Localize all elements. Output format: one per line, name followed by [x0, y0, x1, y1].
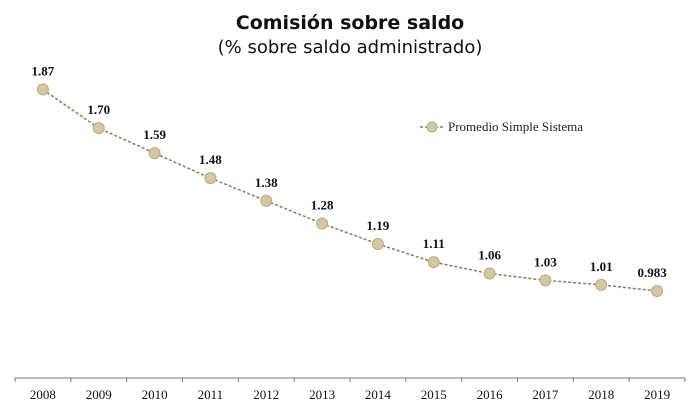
data-point: [539, 274, 552, 287]
series-line: [42, 88, 658, 292]
legend-label: Promedio Simple Sistema: [448, 119, 583, 134]
data-point: [204, 172, 217, 185]
data-label: 1.28: [311, 198, 334, 213]
x-tick-label: 2016: [477, 387, 504, 402]
x-tick-label: 2017: [532, 387, 559, 402]
chart-subtitle: (% sobre saldo administrado): [217, 37, 483, 58]
data-point: [427, 256, 440, 269]
data-label: 1.38: [255, 175, 278, 190]
x-tick-label: 2010: [142, 387, 168, 402]
data-point: [36, 83, 49, 96]
x-tick-label: 2019: [644, 387, 670, 402]
data-label: 0.983: [637, 265, 667, 280]
data-label: 1.87: [32, 64, 55, 79]
data-point: [148, 147, 161, 160]
x-tick-label: 2012: [253, 387, 279, 402]
data-label: 1.48: [199, 152, 222, 167]
x-tick-label: 2018: [588, 387, 614, 402]
data-point: [260, 194, 273, 207]
data-point: [316, 217, 329, 230]
data-label: 1.03: [534, 254, 557, 269]
data-point: [483, 267, 496, 280]
x-tick-label: 2013: [309, 387, 335, 402]
data-label: 1.70: [87, 102, 110, 117]
data-point: [371, 237, 384, 250]
data-label: 1.01: [590, 259, 613, 274]
data-label: 1.59: [143, 127, 166, 142]
x-tick-label: 2014: [365, 387, 392, 402]
legend-marker: [426, 121, 438, 133]
data-label: 1.11: [423, 236, 445, 251]
x-tick-label: 2015: [421, 387, 447, 402]
data-point: [595, 278, 608, 291]
data-point: [92, 122, 105, 135]
data-label: 1.19: [367, 218, 390, 233]
x-tick-label: 2009: [86, 387, 112, 402]
data-label: 1.06: [478, 248, 501, 263]
data-point: [651, 285, 664, 298]
x-tick-label: 2008: [30, 387, 56, 402]
x-tick-label: 2011: [198, 387, 224, 402]
chart-title: Comisión sobre saldo: [235, 12, 465, 34]
